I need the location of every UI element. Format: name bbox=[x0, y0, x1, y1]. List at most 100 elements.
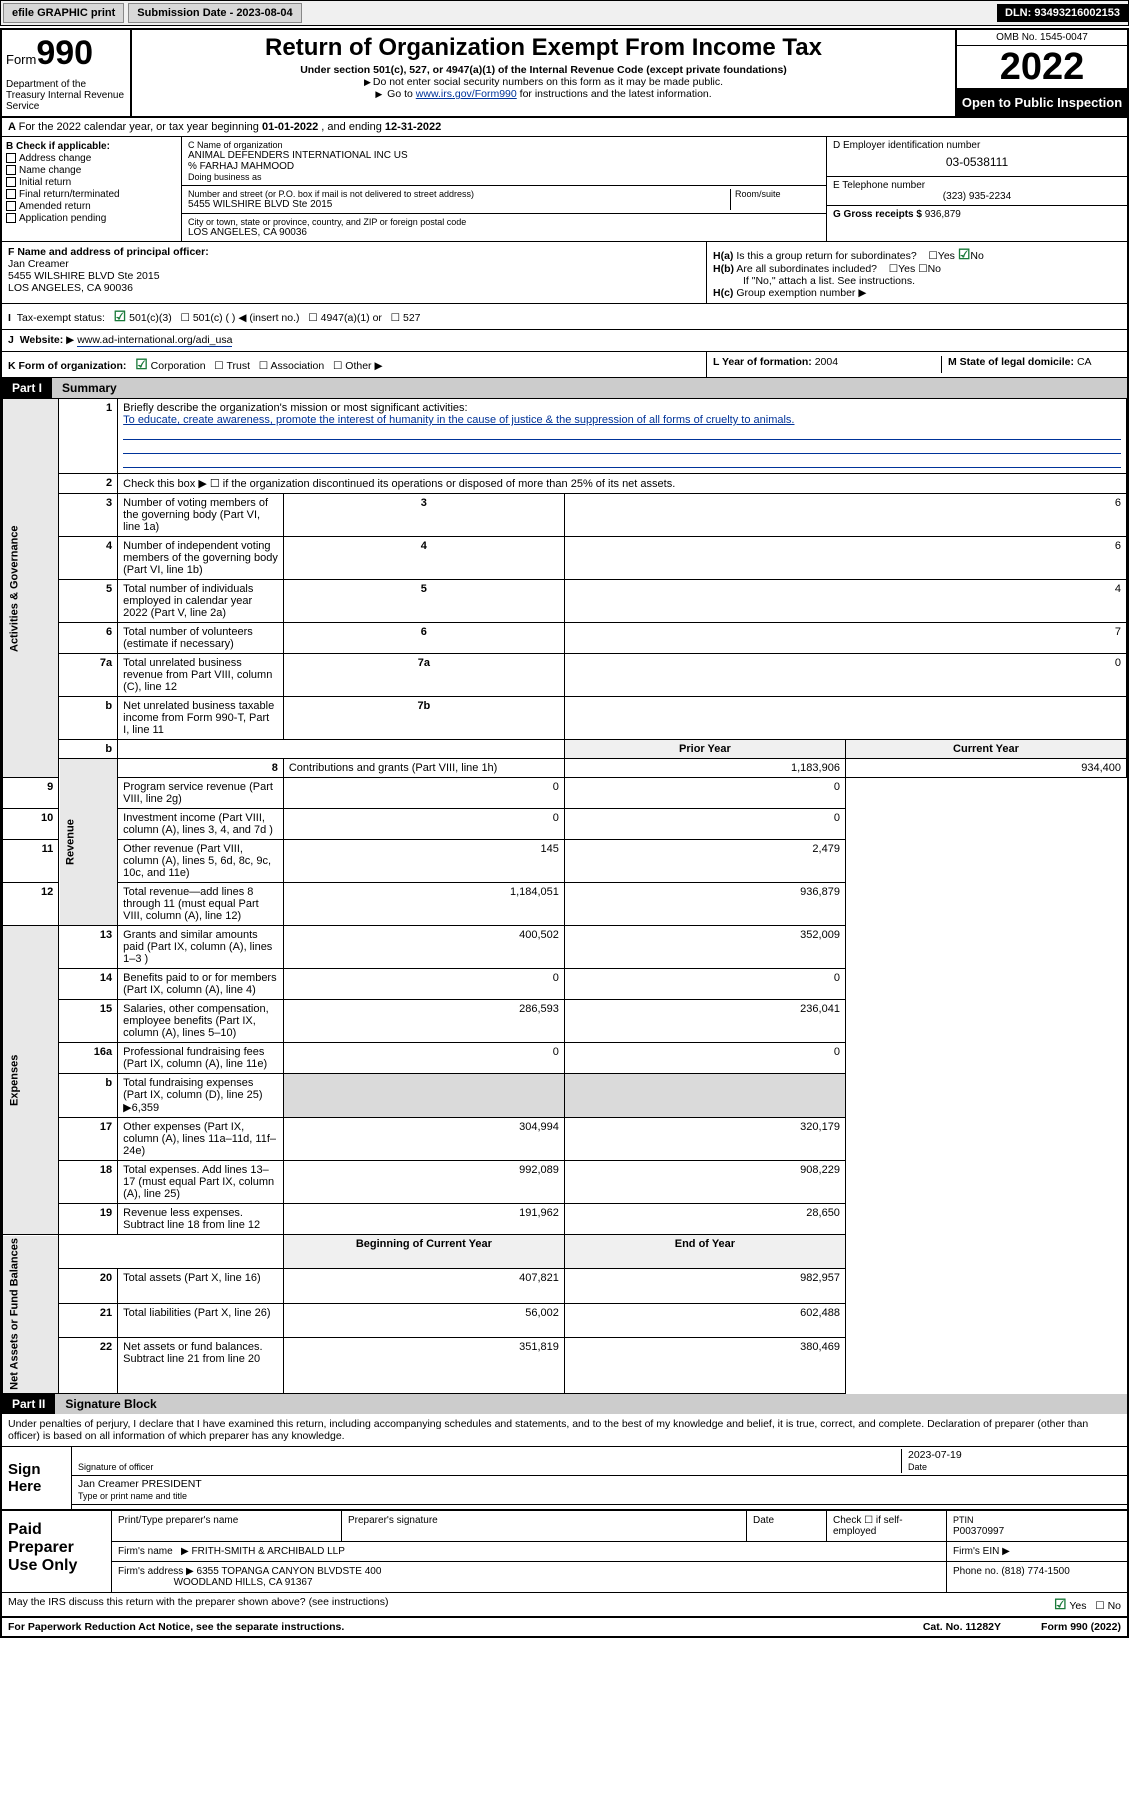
na-end: 982,957 bbox=[564, 1269, 845, 1303]
end-year-header: End of Year bbox=[564, 1235, 845, 1269]
na-begin: 56,002 bbox=[283, 1303, 564, 1337]
chk-name-change[interactable]: Name change bbox=[6, 165, 177, 176]
form-title: Return of Organization Exempt From Incom… bbox=[140, 34, 947, 62]
section-revenue: Revenue bbox=[59, 759, 118, 926]
na-begin: 351,819 bbox=[283, 1337, 564, 1393]
Hb-note: If "No," attach a list. See instructions… bbox=[713, 275, 1121, 287]
chk-address-change[interactable]: Address change bbox=[6, 153, 177, 164]
form-subtitle-3: Go to www.irs.gov/Form990 for instructio… bbox=[140, 88, 947, 100]
preparer-name-label: Print/Type preparer's name bbox=[112, 1511, 342, 1541]
gov-row-val bbox=[564, 697, 1126, 740]
rev-prior: 145 bbox=[283, 840, 564, 883]
rev-prior: 1,184,051 bbox=[283, 883, 564, 926]
officer-addr2: LOS ANGELES, CA 90036 bbox=[8, 282, 133, 294]
firm-addr2: WOODLAND HILLS, CA 91367 bbox=[174, 1577, 313, 1588]
discuss-row: May the IRS discuss this return with the… bbox=[2, 1592, 1127, 1616]
dln-label: DLN: 93493216002153 bbox=[997, 4, 1128, 22]
exp-row-desc: Total fundraising expenses (Part IX, col… bbox=[118, 1074, 284, 1118]
exp-prior: 0 bbox=[283, 969, 564, 1000]
B-label: B Check if applicable: bbox=[6, 141, 110, 152]
chk-initial-return[interactable]: Initial return bbox=[6, 177, 177, 188]
firm-phone-label: Phone no. bbox=[953, 1566, 999, 1577]
rev-current: 936,879 bbox=[564, 883, 845, 926]
firm-ein-label: Firm's EIN bbox=[953, 1546, 999, 1557]
I-527: 527 bbox=[403, 312, 421, 324]
gov-row-val: 4 bbox=[564, 580, 1126, 623]
gov-row-val: 0 bbox=[564, 654, 1126, 697]
exp-row-desc: Benefits paid to or for members (Part IX… bbox=[118, 969, 284, 1000]
line-2: Check this box ▶ ☐ if the organization d… bbox=[118, 474, 1127, 494]
ptin-label: PTIN bbox=[953, 1515, 974, 1525]
chk-final-return[interactable]: Final return/terminated bbox=[6, 189, 177, 200]
exp-row-desc: Salaries, other compensation, employee b… bbox=[118, 1000, 284, 1043]
section-governance: Activities & Governance bbox=[3, 399, 59, 778]
na-end: 380,469 bbox=[564, 1337, 845, 1393]
gov-row-val: 6 bbox=[564, 537, 1126, 580]
rev-current: 0 bbox=[564, 778, 845, 809]
exp-prior: 304,994 bbox=[283, 1118, 564, 1161]
na-row-desc: Total liabilities (Part X, line 26) bbox=[118, 1303, 284, 1337]
phone-value: (323) 935-2234 bbox=[833, 191, 1121, 202]
rev-prior: 0 bbox=[283, 778, 564, 809]
J-label: Website: bbox=[20, 334, 64, 346]
dept-treasury: Department of the Treasury Internal Reve… bbox=[6, 79, 126, 112]
exp-current: 352,009 bbox=[564, 926, 845, 969]
gov-row-val: 7 bbox=[564, 623, 1126, 654]
exp-current: 28,650 bbox=[564, 1204, 845, 1235]
care-of: % FARHAJ MAHMOOD bbox=[188, 161, 820, 172]
K-label: K Form of organization: bbox=[8, 360, 126, 372]
efile-topbar: efile GRAPHIC print Submission Date - 20… bbox=[0, 0, 1129, 26]
row-I: I Tax-exempt status: ☑ 501(c)(3) ☐ 501(c… bbox=[2, 304, 1127, 330]
K-other: Other bbox=[345, 360, 371, 372]
form-subtitle-2: Do not enter social security numbers on … bbox=[140, 76, 947, 88]
part2-title: Signature Block bbox=[55, 1394, 1127, 1414]
Hb-question: Are all subordinates included? bbox=[736, 263, 877, 275]
prior-year-header: Prior Year bbox=[564, 740, 845, 759]
form-header: Form990 Department of the Treasury Inter… bbox=[2, 30, 1127, 118]
C-name-label: C Name of organization bbox=[188, 140, 820, 150]
exp-prior: 191,962 bbox=[283, 1204, 564, 1235]
gov-row-val: 6 bbox=[564, 494, 1126, 537]
submission-date-label: Submission Date - 2023-08-04 bbox=[128, 3, 301, 23]
M-value: CA bbox=[1077, 356, 1092, 368]
form990-link[interactable]: www.irs.gov/Form990 bbox=[416, 88, 517, 100]
self-employed-check[interactable]: Check ☐ if self-employed bbox=[827, 1511, 947, 1541]
L-value: 2004 bbox=[815, 356, 838, 368]
exp-row-desc: Other expenses (Part IX, column (A), lin… bbox=[118, 1118, 284, 1161]
firm-name: FRITH-SMITH & ARCHIBALD LLP bbox=[192, 1546, 345, 1557]
chk-application-pending[interactable]: Application pending bbox=[6, 213, 177, 224]
preparer-date-label: Date bbox=[747, 1511, 827, 1541]
paid-preparer-label: Paid Preparer Use Only bbox=[2, 1511, 112, 1592]
line-A: A For the 2022 calendar year, or tax yea… bbox=[2, 118, 1127, 137]
exp-prior: 0 bbox=[283, 1043, 564, 1074]
form-title-cell: Return of Organization Exempt From Incom… bbox=[132, 30, 957, 116]
signature-block: Under penalties of perjury, I declare th… bbox=[2, 1414, 1127, 1616]
efile-print-button[interactable]: efile GRAPHIC print bbox=[3, 3, 124, 23]
summary-table: Activities & Governance 1 Briefly descri… bbox=[2, 398, 1127, 1394]
gross-receipts: 936,879 bbox=[925, 209, 961, 220]
Ha-question: Is this a group return for subordinates? bbox=[736, 250, 916, 262]
officer-addr1: 5455 WILSHIRE BLVD Ste 2015 bbox=[8, 270, 160, 282]
officer-name: Jan Creamer bbox=[8, 258, 69, 270]
officer-signed-name: Jan Creamer PRESIDENT bbox=[78, 1478, 202, 1490]
I-501c3: 501(c)(3) bbox=[129, 312, 172, 324]
row-J: J Website: ▶ www.ad-international.org/ad… bbox=[2, 330, 1127, 352]
rev-row-desc: Program service revenue (Part VIII, line… bbox=[118, 778, 284, 809]
D-label: D Employer identification number bbox=[833, 140, 1121, 151]
section-expenses: Expenses bbox=[3, 926, 59, 1235]
gov-row-desc: Number of voting members of the governin… bbox=[118, 494, 284, 537]
chk-amended-return[interactable]: Amended return bbox=[6, 201, 177, 212]
F-label: F Name and address of principal officer: bbox=[8, 246, 209, 258]
row-KLM: K Form of organization: ☑ Corporation ☐ … bbox=[2, 352, 1127, 378]
exp-row-desc: Total expenses. Add lines 13–17 (must eq… bbox=[118, 1161, 284, 1204]
form-prefix: Form bbox=[6, 52, 36, 67]
exp-row-desc: Professional fundraising fees (Part IX, … bbox=[118, 1043, 284, 1074]
exp-current: 320,179 bbox=[564, 1118, 845, 1161]
Hc-label: Group exemption number bbox=[736, 287, 855, 299]
form-subtitle-1: Under section 501(c), 527, or 4947(a)(1)… bbox=[140, 64, 947, 76]
row-FH: F Name and address of principal officer:… bbox=[2, 242, 1127, 304]
sign-here-label: Sign Here bbox=[2, 1447, 72, 1509]
I-501c: 501(c) ( ) ◀ (insert no.) bbox=[193, 312, 300, 324]
open-to-public-badge: Open to Public Inspection bbox=[957, 89, 1127, 116]
part1-num: Part I bbox=[2, 378, 52, 398]
